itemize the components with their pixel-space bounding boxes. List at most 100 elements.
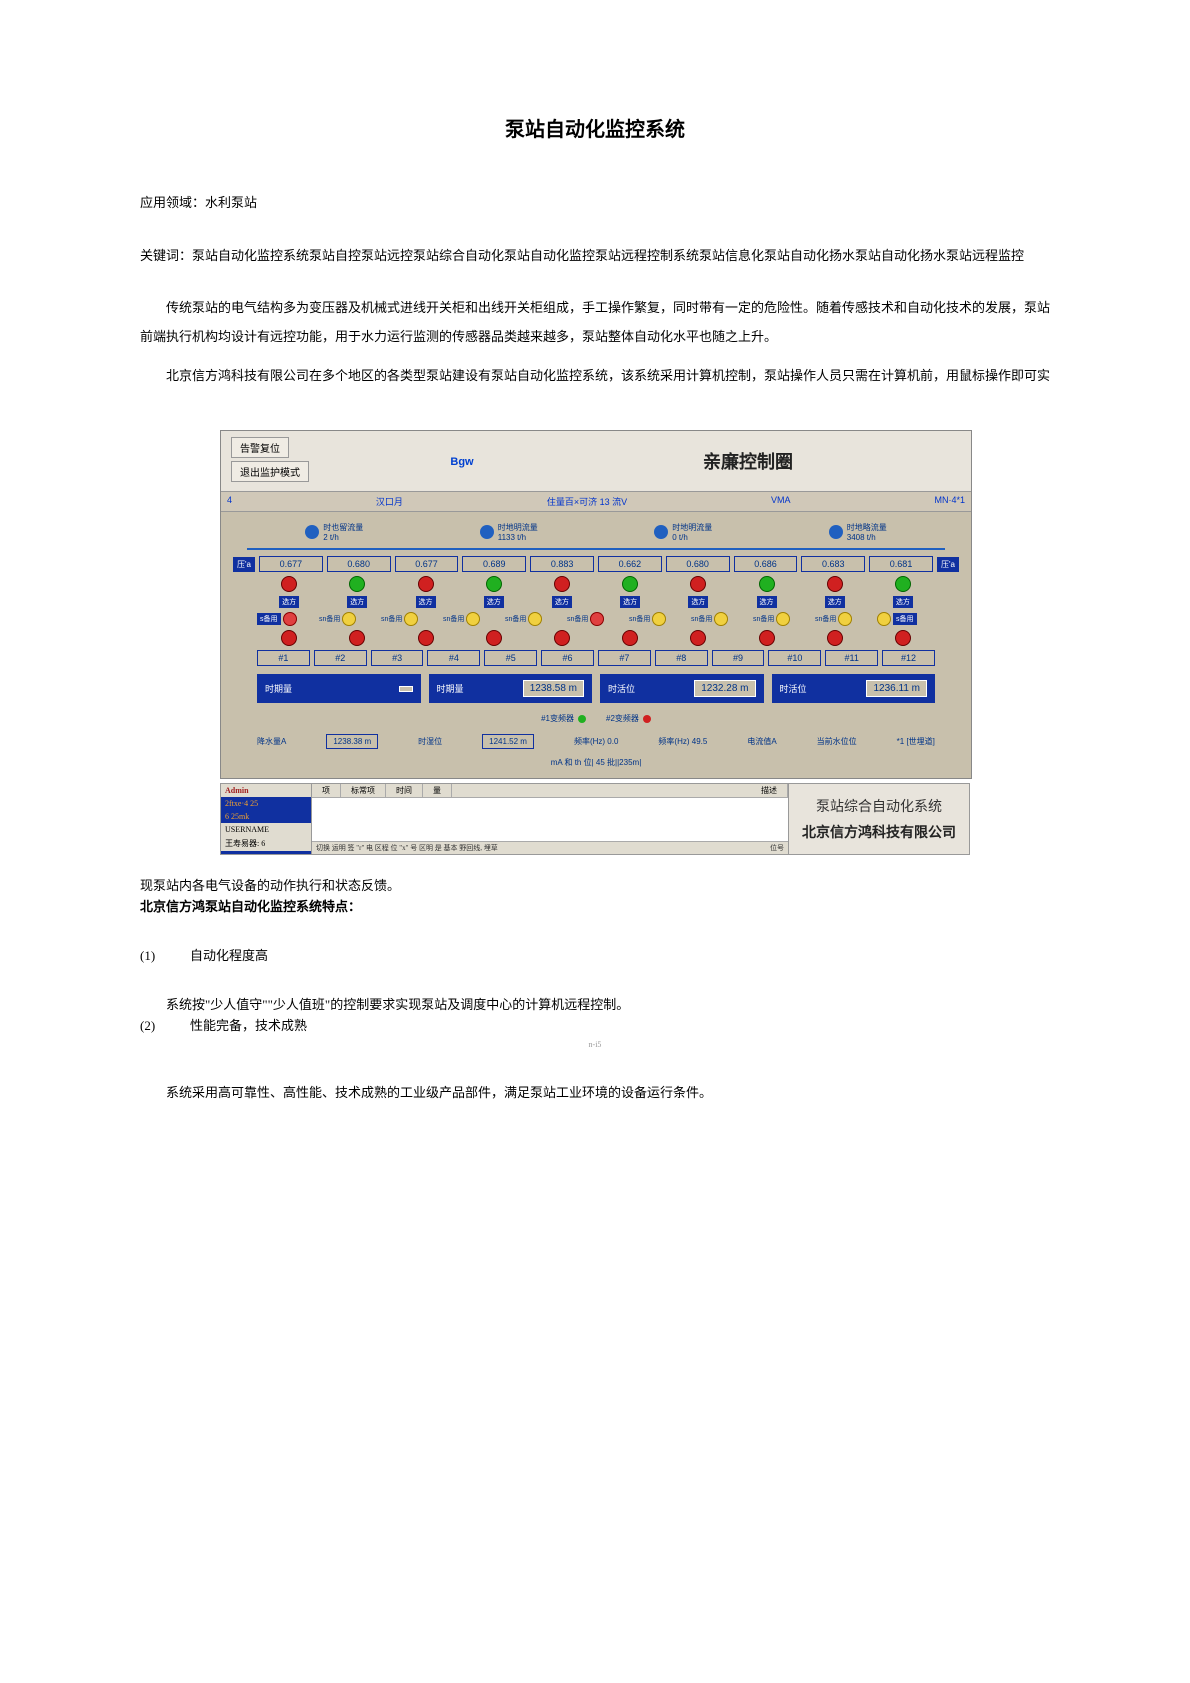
status-bar: 4 汉口月 住量百×可济 13 流V VMA MN·4*1: [221, 491, 971, 512]
pressure-label-right: 压'a: [937, 557, 959, 572]
level-panels: 时期量 时期量1238.58 m 时活位1232.28 m 时活位1236.11…: [227, 670, 965, 707]
event-tab[interactable]: 时间: [386, 784, 423, 797]
status-b: 汉口月: [376, 495, 403, 508]
switch-icon: [342, 612, 356, 626]
event-panel: Admin 2ftxe·4 25 6 25mk USERNAME 王寿易器: 6…: [220, 783, 970, 855]
unit-number-row: #1 #2 #3 #4 #5 #6 #7 #8 #9 #10 #11 #12: [227, 650, 965, 666]
feature-item-2: (2)性能完备，技术成熟: [140, 1015, 1050, 1034]
unit-number: #3: [371, 650, 424, 666]
switch-icon: [877, 612, 891, 626]
switch-row: s备用 sn备用 sn备用 sn备用 sn备用 sn备用 sn备用 sn备用 s…: [227, 612, 965, 626]
event-tab[interactable]: 描述: [751, 784, 788, 797]
valve-icon: [654, 525, 668, 539]
pump-indicator: [349, 630, 365, 646]
switch-icon: [404, 612, 418, 626]
unit-number: #2: [314, 650, 367, 666]
unit-number: #7: [598, 650, 651, 666]
pressure-value: 0.680: [666, 556, 730, 572]
pipe-line: [247, 548, 945, 550]
pressure-value: 0.683: [801, 556, 865, 572]
scada-diagram: 时也留流量2 t/h 时地明流量1133 t/h 时地明流量0 t/h 时地略流…: [221, 512, 971, 778]
pump-indicator: [554, 576, 570, 592]
status-e: MN·4*1: [934, 495, 965, 508]
flow-meter: 时地略流量3408 t/h: [829, 522, 887, 542]
vfd-row: #1变频器 #2变频器: [227, 707, 965, 730]
unit-number: #6: [541, 650, 594, 666]
pressure-row: 压'a 0.677 0.680 0.677 0.689 0.883 0.662 …: [227, 556, 965, 572]
bottom-mid-text: mA 和 th 位| 45 批||235m|: [227, 757, 965, 772]
flow-meter: 时地明流量1133 t/h: [480, 522, 538, 542]
status-a: 4: [227, 495, 232, 508]
status-d: VMA: [771, 495, 791, 508]
switch-icon: [714, 612, 728, 626]
event-tab[interactable]: 标常项: [341, 784, 386, 797]
event-tab[interactable]: 项: [312, 784, 341, 797]
pump-indicator: [349, 576, 365, 592]
event-row: 2ftxe·4 25: [221, 797, 311, 810]
unit-number: #5: [484, 650, 537, 666]
pump-indicator: [690, 576, 706, 592]
domain-label: 应用领域：水利泵站: [140, 192, 1050, 211]
unit-number: #9: [712, 650, 765, 666]
pump-indicator: [486, 576, 502, 592]
pump-indicator: [895, 576, 911, 592]
status-c: 住量百×可济 13 流V: [547, 495, 627, 508]
event-tab[interactable]: 量: [423, 784, 452, 797]
username-label: USERNAME: [221, 823, 311, 836]
features-heading: 北京信方鸿泵站自动化监控系统特点：: [140, 896, 1050, 915]
pressure-value: 0.681: [869, 556, 933, 572]
pressure-label-left: 压'a: [233, 557, 255, 572]
pump-status-row: 选方 选方 选方 选方 选方 选方 选方 选方 选方 选方: [227, 576, 965, 608]
pressure-value: 0.689: [462, 556, 526, 572]
pressure-value: 0.677: [259, 556, 323, 572]
pressure-value: 0.883: [530, 556, 594, 572]
after-screenshot-text: 现泵站内各电气设备的动作执行和状态反馈。: [140, 875, 1050, 894]
switch-icon: [528, 612, 542, 626]
pump-indicator: [281, 630, 297, 646]
pump-indicator: [418, 630, 434, 646]
flow-meter: 时也留流量2 t/h: [305, 522, 363, 542]
valve-icon: [829, 525, 843, 539]
pump-indicator: [690, 630, 706, 646]
scada-title: 亲廉控制圈: [703, 452, 793, 472]
bottom-data-row: 降水量A 1238.38 m 时湿位 1241.52 m 频率(Hz) 0.0 …: [227, 730, 965, 757]
event-footer-right: 位号: [770, 843, 784, 853]
pump-indicator: [827, 630, 843, 646]
company-name: 北京信方鸿科技有限公司: [802, 822, 956, 842]
pump-indicator: [622, 576, 638, 592]
status-dot-red: [643, 715, 651, 723]
unit-number: #10: [768, 650, 821, 666]
tiny-mark: n-i5: [589, 1040, 602, 1049]
admin-label: Admin: [221, 784, 311, 797]
unit-number: #12: [882, 650, 935, 666]
keywords-line: 关键词：泵站自动化监控系统泵站自控泵站远控泵站综合自动化泵站自动化监控泵站远程控…: [140, 245, 1050, 264]
switch-icon: [652, 612, 666, 626]
pump-indicator: [418, 576, 434, 592]
system-name: 泵站综合自动化系统: [816, 796, 942, 816]
paragraph-2: 北京信方鸿科技有限公司在多个地区的各类型泵站建设有泵站自动化监控系统，该系统采用…: [140, 362, 1050, 391]
unit-number: #1: [257, 650, 310, 666]
pump-indicator: [281, 576, 297, 592]
switch-icon: [776, 612, 790, 626]
valve-icon: [305, 525, 319, 539]
feature-desc-2: 系统采用高可靠性、高性能、技术成熟的工业级产品部件，满足泵站工业环境的设备运行条…: [140, 1082, 1050, 1101]
lower-pump-row: [227, 630, 965, 646]
pressure-value: 0.677: [395, 556, 459, 572]
unit-number: #4: [427, 650, 480, 666]
event-footer-text: 切换 运明 签 "r" 电 区程 位 "x" 号 区明 是 基本 野回线, 埋草: [316, 844, 498, 852]
switch-icon: [466, 612, 480, 626]
pump-indicator: [759, 576, 775, 592]
event-tabs: 项 标常项 时间 量 描述: [312, 784, 788, 798]
alarm-reset-button[interactable]: 告警复位: [231, 437, 289, 458]
pressure-value: 0.662: [598, 556, 662, 572]
exit-guard-button[interactable]: 退出监护模式: [231, 461, 309, 482]
pump-indicator: [622, 630, 638, 646]
feature-desc-1: 系统按"少人值守""少人值班"的控制要求实现泵站及调度中心的计算机远程控制。: [140, 994, 1050, 1013]
flow-meter: 时地明流量0 t/h: [654, 522, 712, 542]
pressure-value: 0.680: [327, 556, 391, 572]
valve-icon: [480, 525, 494, 539]
status-dot-green: [578, 715, 586, 723]
feature-item-1: (1)自动化程度高: [140, 945, 1050, 964]
event-body: [312, 798, 788, 802]
unit-number: #8: [655, 650, 708, 666]
